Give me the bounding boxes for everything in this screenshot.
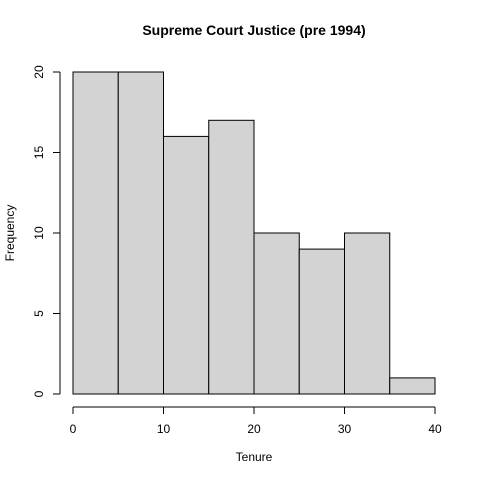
histogram-bar-3 bbox=[208, 119, 255, 395]
x-axis-label: Tenure bbox=[236, 450, 273, 464]
x-tick-label-30: 30 bbox=[338, 422, 352, 436]
x-tick-label-40: 40 bbox=[428, 422, 442, 436]
histogram-bar-1 bbox=[117, 71, 164, 395]
histogram-bar-5 bbox=[298, 248, 345, 395]
x-axis: 0 10 20 30 40 bbox=[70, 406, 442, 436]
x-tick-label-0: 0 bbox=[70, 422, 77, 436]
y-axis: 0 5 10 15 20 bbox=[32, 65, 61, 397]
histogram-bar-6 bbox=[344, 232, 391, 395]
y-tick-label-15: 15 bbox=[32, 146, 46, 160]
histogram-bar-2 bbox=[163, 135, 210, 395]
x-tick-label-20: 20 bbox=[247, 422, 261, 436]
histogram-bar-0 bbox=[72, 71, 119, 395]
y-tick-label-10: 10 bbox=[32, 226, 46, 240]
y-tick-label-5: 5 bbox=[32, 310, 46, 317]
y-tick-label-0: 0 bbox=[32, 390, 46, 397]
bars-group bbox=[72, 71, 436, 395]
histogram-bar-7 bbox=[389, 377, 436, 395]
chart-title: Supreme Court Justice (pre 1994) bbox=[142, 22, 365, 38]
x-tick-label-10: 10 bbox=[157, 422, 171, 436]
y-tick-label-20: 20 bbox=[32, 65, 46, 79]
histogram-bar-4 bbox=[253, 232, 300, 395]
y-axis-label: Frequency bbox=[3, 205, 17, 262]
